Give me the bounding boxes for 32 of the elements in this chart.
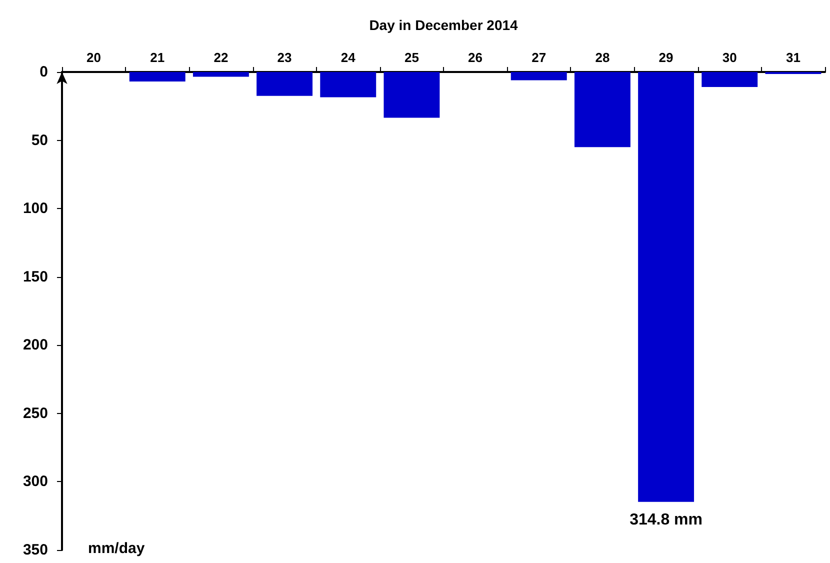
y-tick-label: 0 bbox=[40, 64, 48, 80]
y-tick-label: 200 bbox=[22, 336, 48, 354]
x-axis-title: Day in December 2014 bbox=[369, 17, 518, 33]
x-tick-label: 23 bbox=[277, 50, 292, 65]
bar bbox=[129, 72, 186, 82]
x-tick-label: 29 bbox=[658, 50, 674, 65]
x-tick-label: 27 bbox=[532, 50, 546, 65]
bar bbox=[384, 72, 440, 118]
x-tick-label: 21 bbox=[150, 50, 165, 65]
y-tick-label: 150 bbox=[22, 268, 48, 286]
bar bbox=[638, 72, 694, 502]
x-tick-label: 24 bbox=[340, 50, 356, 65]
x-tick-label: 20 bbox=[86, 50, 102, 65]
y-tick-label: 100 bbox=[22, 200, 48, 218]
bar bbox=[192, 72, 249, 77]
bar bbox=[702, 72, 758, 88]
x-tick-label: 28 bbox=[595, 50, 610, 65]
bar bbox=[574, 72, 630, 148]
y-tick-label: 300 bbox=[22, 473, 48, 490]
bar bbox=[256, 72, 313, 96]
y-axis-title: mm/day bbox=[88, 540, 146, 557]
x-tick-label: 30 bbox=[722, 50, 737, 65]
x-tick-label: 22 bbox=[214, 50, 228, 65]
x-tick-label: 25 bbox=[404, 50, 419, 65]
bar bbox=[510, 72, 567, 80]
y-tick-label: 250 bbox=[22, 404, 48, 422]
x-tick-label: 31 bbox=[786, 50, 800, 65]
y-tick-label: 50 bbox=[31, 132, 48, 149]
annotation: 314.8 mm bbox=[630, 511, 703, 528]
bar bbox=[320, 72, 376, 98]
y-tick-label: 350 bbox=[22, 542, 48, 558]
x-tick-label: 26 bbox=[468, 50, 483, 65]
